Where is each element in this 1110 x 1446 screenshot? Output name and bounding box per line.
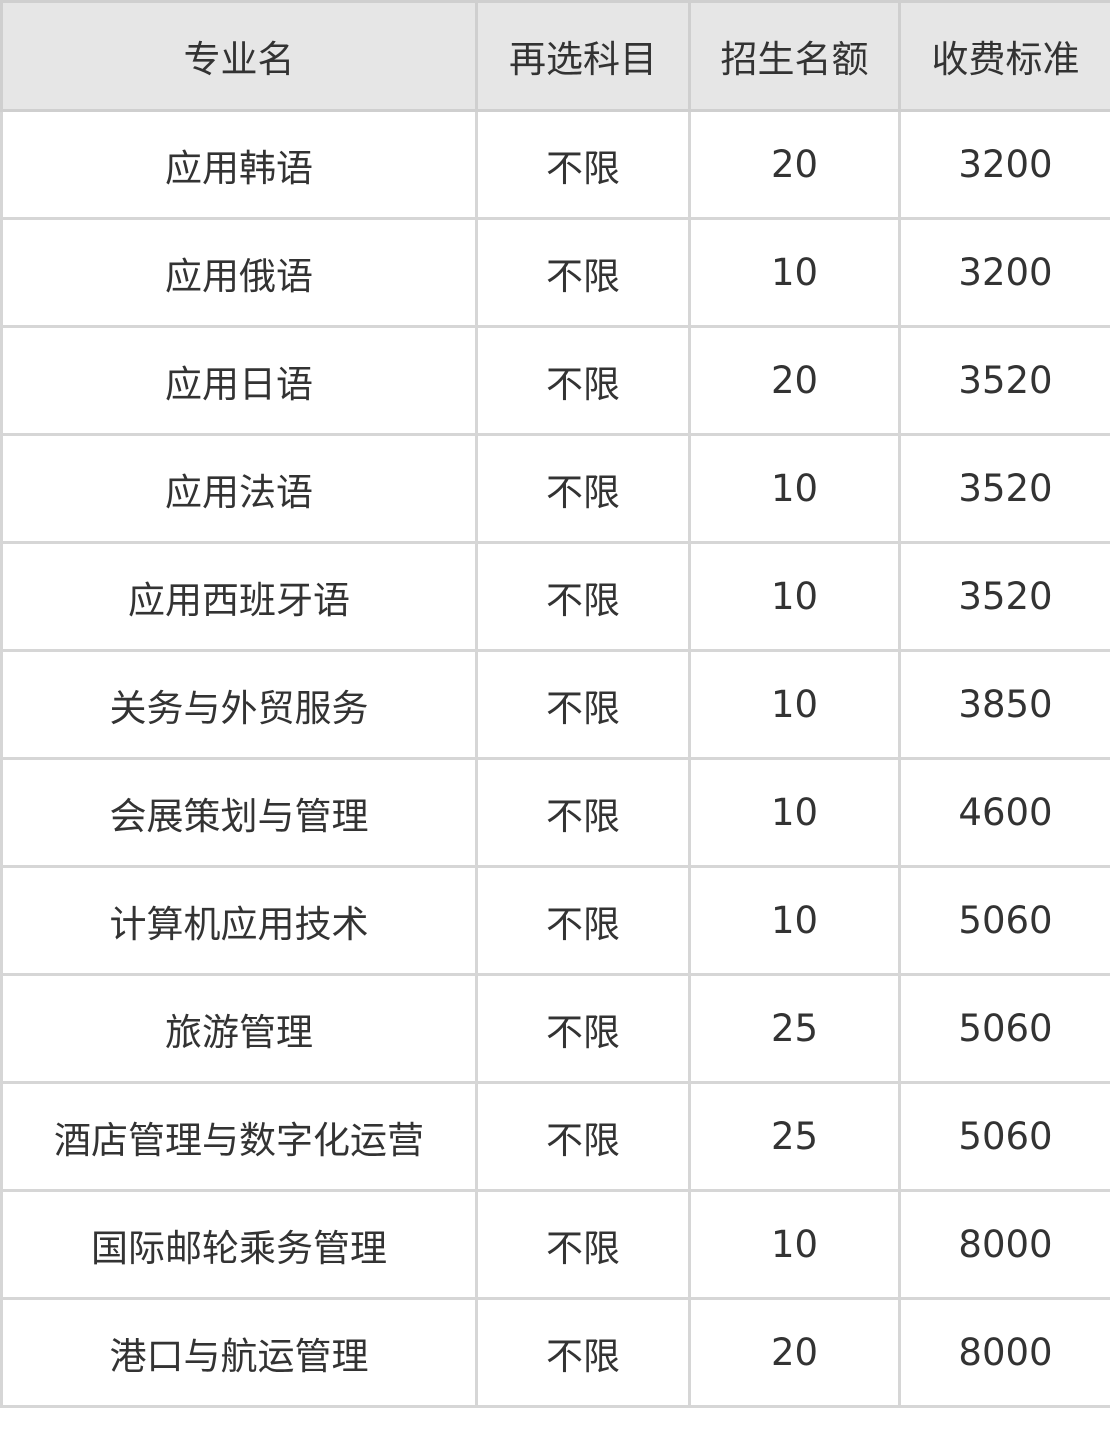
cell-tuition: 4600: [898, 757, 1110, 868]
table-row: 应用西班牙语 不限 10 3520: [0, 541, 1110, 652]
cell-tuition: 3200: [898, 217, 1110, 328]
cell-quota: 10: [688, 649, 901, 760]
cell-tuition: 8000: [898, 1297, 1110, 1408]
cell-major-name: 国际邮轮乘务管理: [0, 1189, 478, 1300]
cell-elective-subject: 不限: [475, 109, 691, 220]
table-row: 应用俄语 不限 10 3200: [0, 217, 1110, 328]
table-row: 国际邮轮乘务管理 不限 10 8000: [0, 1189, 1110, 1300]
table-row: 应用日语 不限 20 3520: [0, 325, 1110, 436]
cell-quota: 20: [688, 1297, 901, 1408]
cell-quota: 20: [688, 325, 901, 436]
cell-major-name: 应用西班牙语: [0, 541, 478, 652]
cell-quota: 25: [688, 973, 901, 1084]
cell-elective-subject: 不限: [475, 757, 691, 868]
cell-tuition: 3200: [898, 109, 1110, 220]
cell-tuition: 5060: [898, 1081, 1110, 1192]
header-row: 专业名 再选科目 招生名额 收费标准: [0, 0, 1110, 112]
cell-quota: 10: [688, 865, 901, 976]
cell-elective-subject: 不限: [475, 1189, 691, 1300]
cell-quota: 20: [688, 109, 901, 220]
cell-major-name: 应用俄语: [0, 217, 478, 328]
table-row: 应用韩语 不限 20 3200: [0, 109, 1110, 220]
cell-major-name: 会展策划与管理: [0, 757, 478, 868]
table-row: 港口与航运管理 不限 20 8000: [0, 1297, 1110, 1408]
cell-quota: 10: [688, 757, 901, 868]
cell-elective-subject: 不限: [475, 325, 691, 436]
cell-major-name: 应用韩语: [0, 109, 478, 220]
table-row: 酒店管理与数字化运营 不限 25 5060: [0, 1081, 1110, 1192]
cell-major-name: 旅游管理: [0, 973, 478, 1084]
cell-major-name: 计算机应用技术: [0, 865, 478, 976]
table-row: 会展策划与管理 不限 10 4600: [0, 757, 1110, 868]
cell-elective-subject: 不限: [475, 217, 691, 328]
cell-major-name: 应用法语: [0, 433, 478, 544]
cell-tuition: 5060: [898, 865, 1110, 976]
cell-quota: 10: [688, 541, 901, 652]
cell-quota: 10: [688, 217, 901, 328]
cell-tuition: 3520: [898, 433, 1110, 544]
header-elective-subject: 再选科目: [475, 0, 691, 112]
header-tuition: 收费标准: [898, 0, 1110, 112]
cell-tuition: 3850: [898, 649, 1110, 760]
major-table: 专业名 再选科目 招生名额 收费标准 应用韩语 不限 20 3200 应用俄语 不限 10 3200…: [0, 0, 1110, 1408]
table-row: 应用法语 不限 10 3520: [0, 433, 1110, 544]
header-major-name: 专业名: [0, 0, 478, 112]
cell-major-name: 港口与航运管理: [0, 1297, 478, 1408]
cell-major-name: 酒店管理与数字化运营: [0, 1081, 478, 1192]
cell-elective-subject: 不限: [475, 865, 691, 976]
cell-major-name: 关务与外贸服务: [0, 649, 478, 760]
cell-tuition: 5060: [898, 973, 1110, 1084]
cell-elective-subject: 不限: [475, 649, 691, 760]
cell-elective-subject: 不限: [475, 1081, 691, 1192]
cell-elective-subject: 不限: [475, 433, 691, 544]
cell-elective-subject: 不限: [475, 973, 691, 1084]
cell-elective-subject: 不限: [475, 1297, 691, 1408]
cell-tuition: 8000: [898, 1189, 1110, 1300]
header-quota: 招生名额: [688, 0, 901, 112]
cell-quota: 10: [688, 1189, 901, 1300]
cell-quota: 10: [688, 433, 901, 544]
cell-tuition: 3520: [898, 325, 1110, 436]
table-row: 关务与外贸服务 不限 10 3850: [0, 649, 1110, 760]
cell-elective-subject: 不限: [475, 541, 691, 652]
table-row: 计算机应用技术 不限 10 5060: [0, 865, 1110, 976]
cell-quota: 25: [688, 1081, 901, 1192]
table-row: 旅游管理 不限 25 5060: [0, 973, 1110, 1084]
cell-tuition: 3520: [898, 541, 1110, 652]
cell-major-name: 应用日语: [0, 325, 478, 436]
